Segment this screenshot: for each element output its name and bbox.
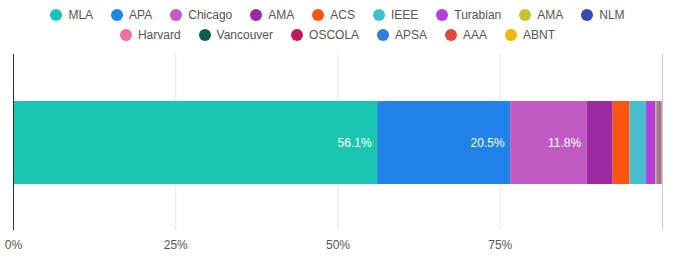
html-text:AMA: AMA xyxy=(537,8,564,22)
html-text:ABNT: ABNT xyxy=(523,28,556,42)
svg-text:11.8%: 11.8% xyxy=(548,136,581,150)
html-text:IEEE: IEEE xyxy=(391,8,419,22)
svg-text:20.5%: 20.5% xyxy=(471,136,505,150)
html-text:AAA: AAA xyxy=(463,28,488,42)
html-text:OSCOLA: OSCOLA xyxy=(309,28,360,42)
svg-text:25%: 25% xyxy=(164,238,188,252)
html-text:NLM: NLM xyxy=(599,8,625,22)
html-text:MLA: MLA xyxy=(68,8,94,22)
html-text:APA: APA xyxy=(129,8,153,22)
html-text:AMA: AMA xyxy=(268,8,295,22)
svg-text:75%: 75% xyxy=(488,238,512,252)
html-text:Vancouver: Vancouver xyxy=(216,28,273,42)
svg-text:56.1%: 56.1% xyxy=(338,136,372,150)
html-text:Harvard: Harvard xyxy=(137,28,181,42)
svg-text:0%: 0% xyxy=(5,238,23,252)
html-text:ACS: ACS xyxy=(330,8,355,22)
svg-text:50%: 50% xyxy=(326,238,350,252)
html-text:Turabian: Turabian xyxy=(454,8,502,22)
html-text:Chicago: Chicago xyxy=(188,8,233,22)
html-text:APSA: APSA xyxy=(395,28,428,42)
